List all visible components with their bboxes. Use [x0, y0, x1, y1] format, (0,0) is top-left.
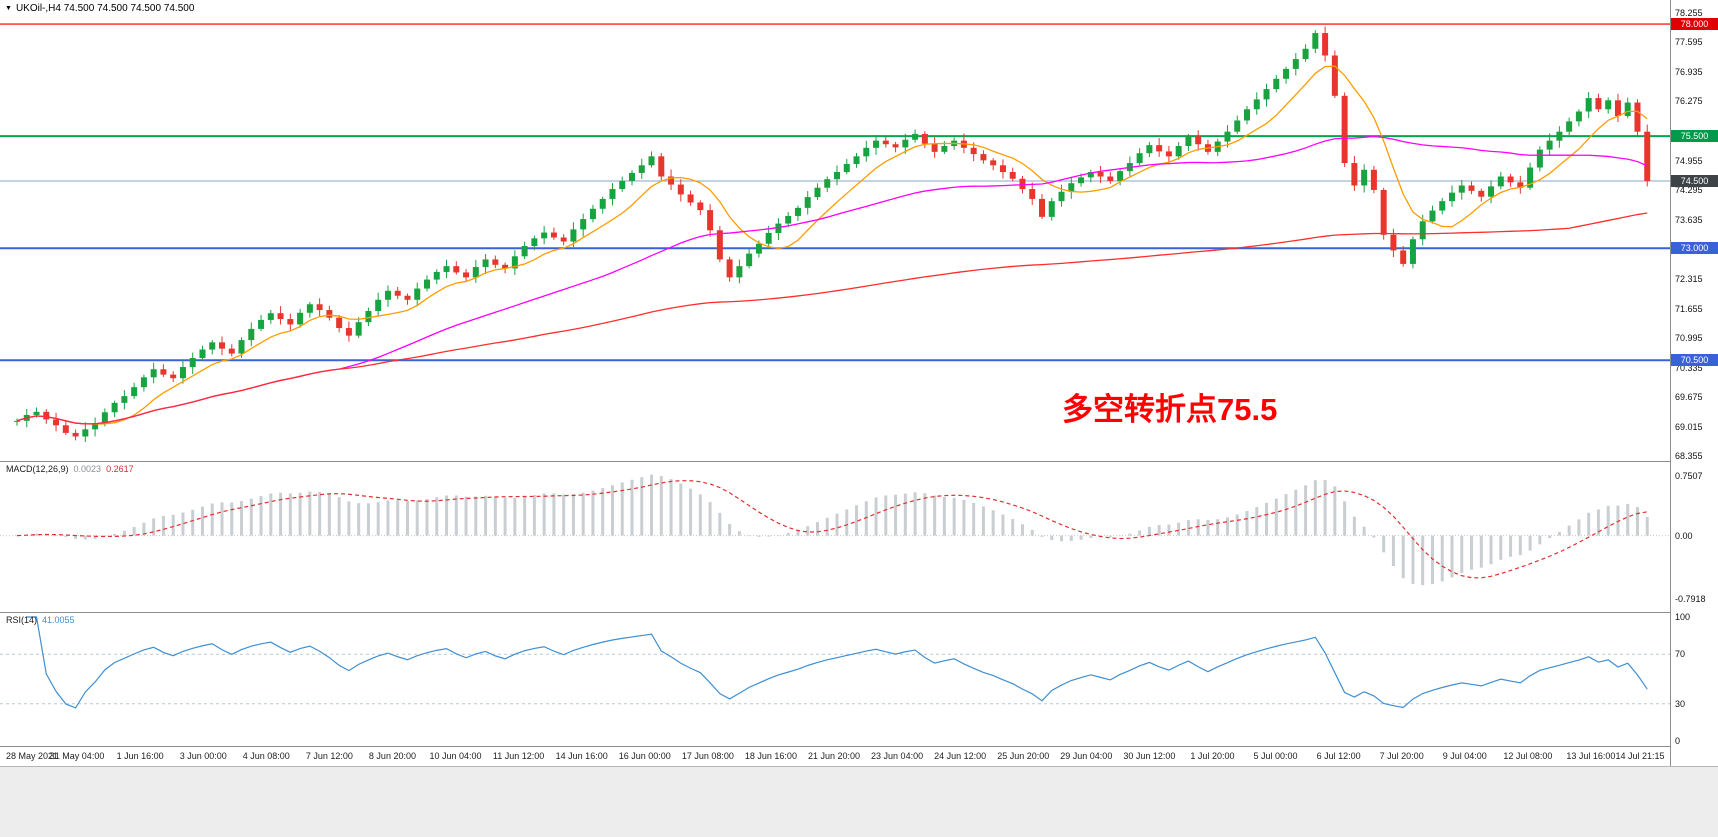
time-axis-label: 14 Jun 16:00 — [555, 751, 608, 761]
axis-tick-label: 0.7507 — [1675, 470, 1703, 481]
axis-tick-label: 0 — [1675, 736, 1681, 746]
axis-tick-label: 74.295 — [1675, 185, 1703, 196]
time-axis-label: 11 Jun 12:00 — [492, 751, 545, 761]
macd-indicator-label: MACD(12,26,9) 0.0023 0.2617 — [6, 464, 134, 474]
time-axis-label: 4 Jun 08:00 — [242, 751, 290, 761]
time-axis-label: 25 Jun 20:00 — [997, 751, 1050, 761]
time-axis-separator — [0, 746, 1670, 747]
axis-tick-label: 100 — [1675, 612, 1691, 622]
time-axis-label: 23 Jun 04:00 — [871, 751, 924, 761]
axis-tick-label: 76.275 — [1675, 96, 1703, 107]
macd-main-value: 0.0023 — [73, 464, 102, 474]
rsi-value: 41.0055 — [42, 615, 75, 625]
price-level-badge: 73.000 — [1671, 242, 1718, 255]
time-axis-label: 18 Jun 16:00 — [744, 751, 797, 761]
time-axis-label: 16 Jun 00:00 — [618, 751, 671, 761]
chart-title-text: UKOil-,H4 74.500 74.500 74.500 74.500 — [15, 3, 195, 14]
macd-signal-value: 0.2617 — [106, 464, 134, 474]
time-axis-label: 24 Jun 12:00 — [934, 751, 987, 761]
axis-tick-label: 0.00 — [1675, 530, 1693, 541]
chart-title: ▼ UKOil-,H4 74.500 74.500 74.500 74.500 — [5, 3, 194, 14]
rsi-name: RSI(14) — [6, 615, 38, 625]
time-axis[interactable]: 28 May 2021 31 May 04:00 1 Jun 16:00 3 Jun … — [0, 747, 1718, 766]
price-level-badge: 78.000 — [1671, 18, 1718, 31]
chart-canvas[interactable] — [0, 0, 1670, 766]
price-axis[interactable]: 78.255 77.595 76.935 76.275 74.955 74.295 73.6… — [1670, 0, 1718, 766]
axis-tick-label: 70.335 — [1675, 362, 1703, 373]
macd-name: MACD(12,26,9) — [6, 464, 69, 474]
axis-tick-label: -0.7918 — [1675, 593, 1706, 604]
time-axis-label: 8 Jun 20:00 — [368, 751, 416, 761]
price-level-badge: 75.500 — [1671, 130, 1718, 143]
macd-panel-separator[interactable] — [0, 461, 1670, 462]
time-axis-label: 13 Jul 16:00 — [1566, 751, 1616, 761]
price-level-badge: 70.500 — [1671, 354, 1718, 367]
time-axis-label: 1 Jul 20:00 — [1190, 751, 1235, 761]
axis-tick-label: 72.315 — [1675, 273, 1703, 284]
rsi-panel-separator[interactable] — [0, 612, 1670, 613]
axis-tick-label: 78.255 — [1675, 7, 1703, 18]
collapse-toggle-icon[interactable]: ▼ — [5, 4, 12, 12]
axis-tick-label: 69.675 — [1675, 392, 1703, 403]
time-axis-label: 29 Jun 04:00 — [1060, 751, 1113, 761]
time-axis-label: 12 Jul 08:00 — [1503, 751, 1553, 761]
time-axis-label: 10 Jun 04:00 — [429, 751, 482, 761]
time-axis-label: 5 Jul 00:00 — [1253, 751, 1298, 761]
axis-tick-label: 70.995 — [1675, 333, 1703, 344]
time-axis-label: 6 Jul 12:00 — [1316, 751, 1361, 761]
axis-tick-label: 68.355 — [1675, 451, 1703, 462]
axis-tick-label: 30 — [1675, 698, 1686, 709]
axis-tick-label: 76.935 — [1675, 66, 1703, 77]
axis-tick-label: 70 — [1675, 649, 1686, 660]
time-axis-label: 9 Jul 04:00 — [1442, 751, 1487, 761]
time-axis-label: 30 Jun 12:00 — [1123, 751, 1176, 761]
axis-tick-label: 77.595 — [1675, 37, 1703, 48]
time-axis-label: 31 May 04:00 — [49, 751, 105, 761]
axis-tick-label: 73.635 — [1675, 214, 1703, 225]
time-axis-label: 14 Jul 21:15 — [1615, 751, 1665, 761]
time-axis-label: 21 Jun 20:00 — [807, 751, 861, 761]
rsi-indicator-label: RSI(14) 41.0055 — [6, 615, 75, 625]
time-axis-label: 3 Jun 00:00 — [179, 751, 227, 761]
time-axis-label: 1 Jun 16:00 — [116, 751, 164, 761]
price-level-badge: 74.500 — [1671, 174, 1718, 187]
time-axis-label: 7 Jul 20:00 — [1379, 751, 1424, 761]
time-axis-label: 17 Jun 08:00 — [681, 751, 734, 761]
axis-tick-label: 74.955 — [1675, 155, 1703, 166]
axis-tick-label: 69.015 — [1675, 421, 1703, 432]
time-axis-label: 7 Jun 12:00 — [305, 751, 353, 761]
bottom-strip — [0, 766, 1718, 837]
annotation-text: 多空转折点75.5 — [1062, 392, 1278, 427]
axis-tick-label: 71.655 — [1675, 303, 1703, 314]
time-axis-label: 28 May 2021 — [6, 751, 59, 761]
